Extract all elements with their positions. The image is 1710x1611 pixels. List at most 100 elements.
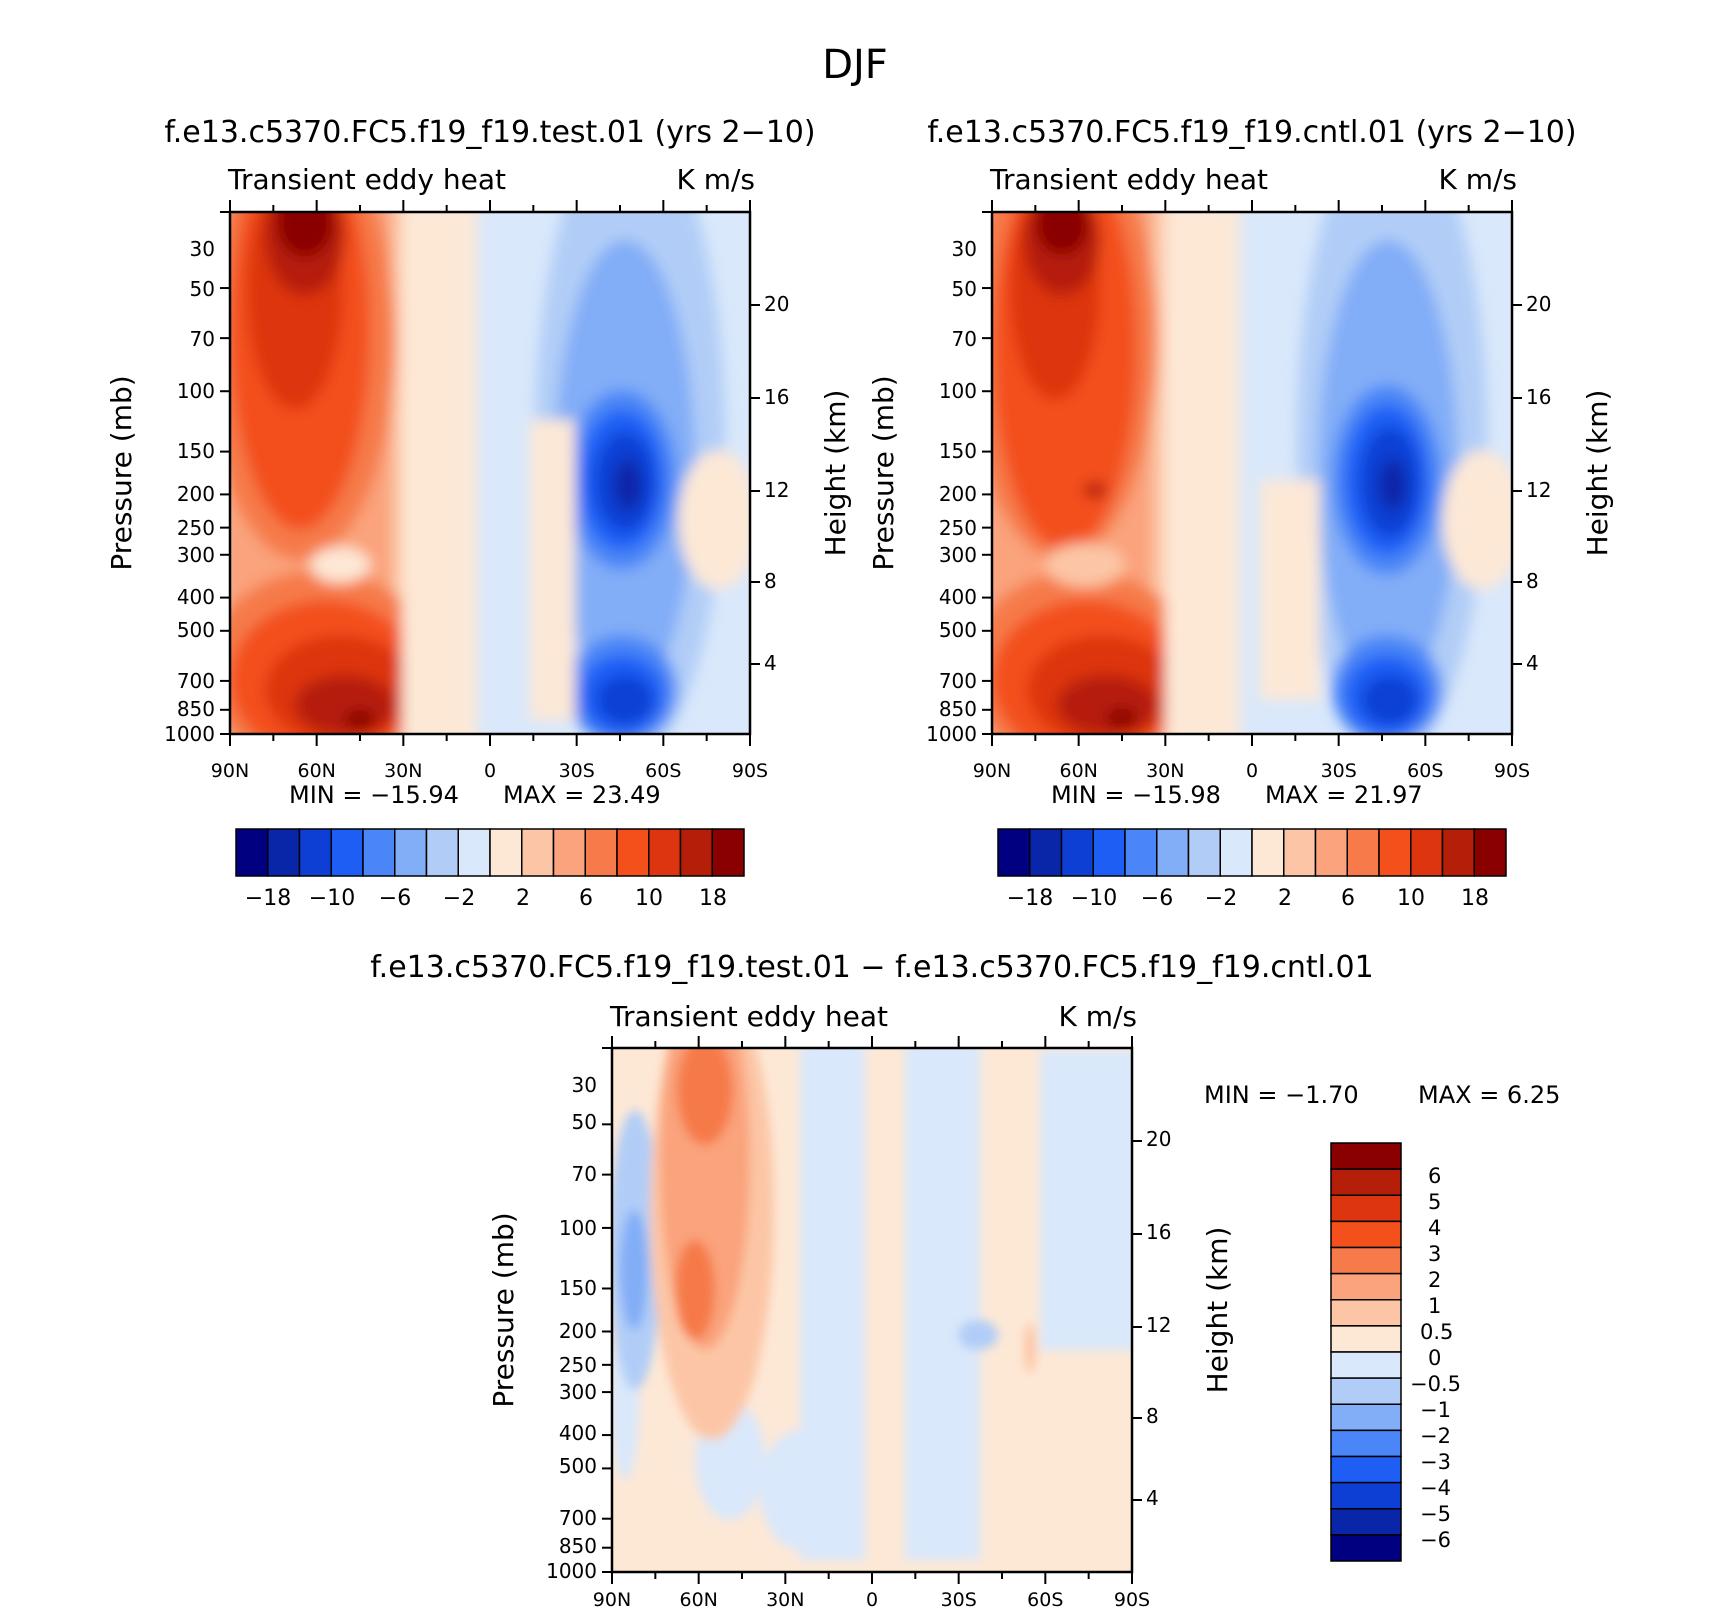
colorbar-swatch [298, 828, 332, 877]
height-tick-16: 16 [764, 385, 789, 409]
colorbar-swatch [330, 828, 364, 877]
height-tick-8: 8 [764, 569, 777, 593]
lat-tick-0: 0 [484, 760, 496, 782]
colorbar-label: 18 [699, 886, 727, 911]
colorbar-label: −10 [1071, 886, 1117, 911]
colorbar-swatch [1330, 1403, 1402, 1432]
pressure-tick-100: 100 [177, 379, 215, 403]
lat-tick-60S: 60S [1407, 760, 1443, 782]
colorbar-swatch [521, 828, 555, 877]
colorbar-swatch [1330, 1325, 1402, 1353]
colorbar-swatch [235, 828, 269, 877]
colorbar-label: 18 [1461, 886, 1489, 911]
min-label: MIN = −15.94 [289, 781, 459, 809]
pressure-tick-500: 500 [177, 618, 215, 642]
colorbar-swatch [1330, 1455, 1402, 1484]
colorbar-swatch [1330, 1508, 1402, 1536]
pressure-tick-200: 200 [939, 482, 977, 506]
field-label: Transient eddy heat [609, 1000, 888, 1033]
pressure-tick-70: 70 [190, 327, 215, 351]
pressure-tick-30: 30 [190, 237, 215, 261]
lat-tick-90N: 90N [593, 1589, 631, 1611]
contour-field [612, 1048, 1132, 1572]
colorbar-swatch [1330, 1272, 1402, 1301]
colorbar-label: 6 [1341, 886, 1355, 911]
min-label: MIN = −15.98 [1051, 781, 1221, 809]
pressure-tick-150: 150 [939, 439, 977, 463]
units-label: K m/s [1058, 1000, 1137, 1033]
colorbar-label: 6 [1428, 1164, 1441, 1188]
pressure-tick-50: 50 [190, 277, 215, 301]
pressure-tick-30: 30 [952, 237, 977, 261]
colorbar-label: −4 [1420, 1476, 1451, 1500]
colorbar-swatch [997, 828, 1031, 877]
colorbar-swatch [489, 828, 523, 877]
lat-tick-30N: 30N [384, 760, 422, 782]
height-tick-16: 16 [1146, 1220, 1171, 1244]
colorbar-swatch [552, 828, 586, 877]
height-tick-12: 12 [764, 478, 789, 502]
pressure-tick-250: 250 [559, 1353, 597, 1377]
pressure-tick-100: 100 [559, 1216, 597, 1240]
colorbar-swatch [1330, 1220, 1402, 1249]
height-tick-20: 20 [1526, 292, 1551, 316]
colorbar-swatch [584, 828, 618, 877]
height-tick-16: 16 [1526, 385, 1551, 409]
height-tick-8: 8 [1146, 1404, 1159, 1428]
colorbar-swatch [1314, 828, 1348, 877]
lat-tick-90S: 90S [732, 760, 768, 782]
pressure-tick-50: 50 [952, 277, 977, 301]
pressure-tick-700: 700 [177, 669, 215, 693]
colorbar-swatch [362, 828, 396, 877]
pressure-tick-250: 250 [177, 516, 215, 540]
lat-tick-90S: 90S [1114, 1589, 1150, 1611]
lat-tick-30N: 30N [766, 1589, 804, 1611]
height-tick-8: 8 [1526, 569, 1539, 593]
lat-tick-90N: 90N [973, 760, 1011, 782]
height-tick-20: 20 [1146, 1127, 1171, 1151]
colorbar-swatch [648, 828, 682, 877]
colorbar [997, 828, 1507, 877]
colorbar-label: 3 [1428, 1242, 1441, 1266]
height-tick-4: 4 [1526, 651, 1539, 675]
colorbar-swatch [1060, 828, 1094, 877]
height-axis-label: Height (km) [1201, 1227, 1234, 1394]
panel-cntl: f.e13.c5370.FC5.f19_f19.cntl.01 (yrs 2−1… [867, 115, 1614, 911]
colorbar-swatch [267, 828, 301, 877]
colorbar-label: 2 [1278, 886, 1292, 911]
colorbar-swatch [616, 828, 650, 877]
pressure-tick-150: 150 [177, 439, 215, 463]
panel-difference: f.e13.c5370.FC5.f19_f19.test.01 − f.e13.… [370, 950, 1560, 1611]
colorbar-label: −1 [1420, 1398, 1451, 1422]
colorbar-swatch [1378, 828, 1412, 877]
units-label: K m/s [1438, 163, 1517, 196]
lat-tick-30S: 30S [941, 1589, 977, 1611]
lat-tick-60N: 60N [680, 1589, 718, 1611]
colorbar-label: −5 [1420, 1502, 1451, 1526]
colorbar-swatch [1330, 1194, 1402, 1223]
colorbar-label: −10 [309, 886, 355, 911]
panel-title: f.e13.c5370.FC5.f19_f19.test.01 (yrs 2−1… [164, 115, 815, 150]
colorbar-labels: −18 −10 −6 −2 2 6 10 18 [245, 886, 727, 911]
pressure-tick-850: 850 [559, 1534, 597, 1558]
pressure-tick-400: 400 [939, 585, 977, 609]
colorbar-swatch [711, 828, 745, 877]
lat-tick-30S: 30S [559, 760, 595, 782]
colorbar-swatch [1029, 828, 1063, 877]
pressure-tick-1000: 1000 [926, 722, 977, 746]
pressure-tick-150: 150 [559, 1276, 597, 1300]
pressure-tick-70: 70 [952, 327, 977, 351]
lat-tick-60S: 60S [645, 760, 681, 782]
figure-title: DJF [822, 42, 888, 88]
pressure-axis-label: Pressure (mb) [487, 1212, 520, 1407]
panel-test: f.e13.c5370.FC5.f19_f19.test.01 (yrs 2−1… [105, 115, 852, 911]
colorbar-swatch [1473, 828, 1507, 877]
contour-field [230, 212, 750, 734]
lat-tick-60N: 60N [1060, 760, 1098, 782]
pressure-tick-50: 50 [572, 1110, 597, 1134]
pressure-axis-label: Pressure (mb) [867, 375, 900, 570]
field-label: Transient eddy heat [227, 163, 506, 196]
pressure-tick-300: 300 [559, 1380, 597, 1404]
max-label: MAX = 21.97 [1265, 781, 1423, 809]
panel-title: f.e13.c5370.FC5.f19_f19.test.01 − f.e13.… [370, 950, 1373, 985]
